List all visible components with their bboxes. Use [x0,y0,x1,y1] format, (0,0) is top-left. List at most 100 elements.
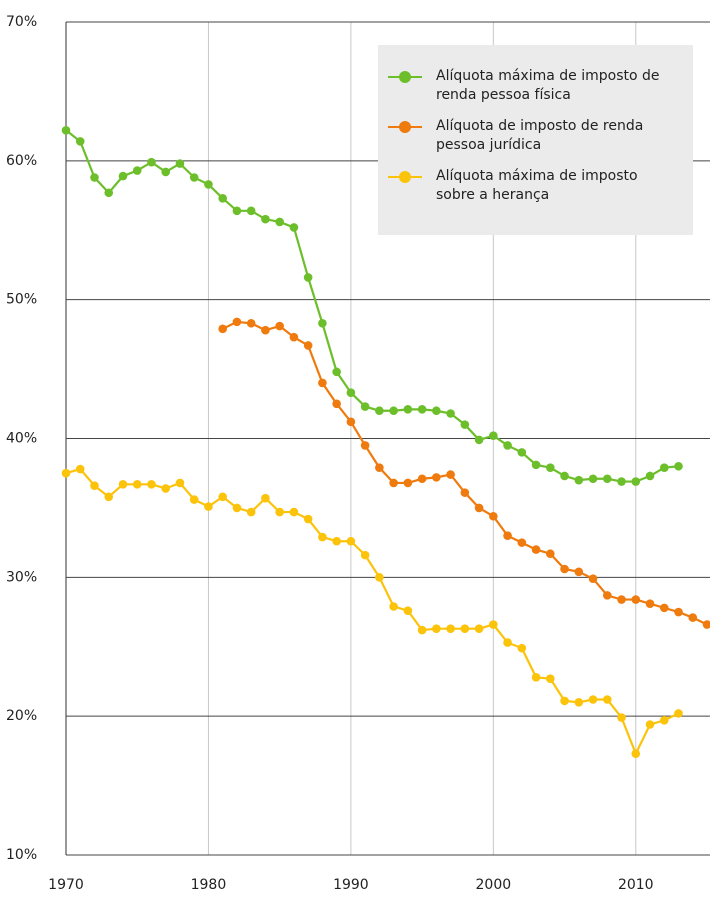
data-point [261,493,270,503]
data-point [474,624,484,634]
data-point [289,332,299,342]
data-point [261,214,270,224]
data-point [104,492,114,502]
legend-label: Alíquota máxima de imposto de renda pess… [436,68,660,103]
x-tick-label: 1990 [333,877,369,893]
data-point [432,473,441,482]
data-point [346,536,356,546]
data-point [645,720,655,729]
data-point [375,406,384,416]
data-point [474,435,484,445]
data-point [147,157,156,167]
data-point [189,495,199,504]
y-tick-label: 50% [6,292,37,308]
legend-entry: Alíquota de imposto de renda pessoa jurí… [388,117,683,155]
legend-label: Alíquota máxima de imposto sobre a heran… [436,168,638,203]
data-point [659,463,669,472]
data-point [489,511,498,521]
data-point [360,550,370,560]
x-tick-label: 2010 [618,877,654,893]
data-point [403,606,413,615]
data-point [503,441,512,450]
data-point [275,507,284,517]
data-point [659,603,669,613]
data-point [303,273,313,282]
data-point [446,624,455,634]
x-tick-label: 2000 [476,877,512,893]
data-point [460,488,470,497]
data-point [175,159,185,168]
data-point [631,749,641,758]
data-point [489,431,498,441]
data-point [645,471,655,481]
legend-entry: Alíquota máxima de imposto de renda pess… [388,67,683,105]
y-tick-label: 40% [6,431,37,447]
data-point [375,463,384,472]
y-tick-label: 70% [6,14,37,30]
data-point [617,477,626,486]
data-point [446,409,455,418]
data-point [318,318,327,328]
data-point [531,545,541,554]
data-point [560,564,569,574]
data-point [318,378,327,388]
data-point [204,180,213,189]
data-point [674,461,683,471]
data-point [531,672,541,682]
data-point [645,599,655,609]
data-point [246,318,256,328]
data-point [118,171,128,181]
data-point [346,417,356,427]
data-point [389,406,398,416]
data-point [702,620,710,629]
data-point [588,695,598,704]
y-tick-label: 20% [6,708,37,724]
data-point [346,388,356,397]
data-point [218,492,227,502]
data-point [403,405,413,414]
data-point [104,188,114,198]
data-point [232,503,242,513]
data-point [560,696,569,706]
data-point [218,324,227,334]
legend-swatch [388,117,422,137]
data-point [417,474,427,484]
data-point [275,217,284,227]
data-point [289,223,299,232]
data-point [303,514,313,524]
data-point [132,480,142,489]
data-point [432,406,441,416]
x-tick-label: 1980 [191,877,227,893]
y-tick-label: 30% [6,569,37,585]
legend-swatch [388,67,422,87]
data-point [332,367,341,377]
data-point [360,441,370,450]
y-tick-label: 60% [6,153,37,169]
data-point [417,625,427,635]
data-point [432,624,441,634]
data-point [289,507,299,517]
data-point [688,613,698,622]
data-point [617,595,626,604]
data-point [674,709,683,718]
data-point [631,477,641,486]
legend-entry: Alíquota máxima de imposto sobre a heran… [388,167,683,205]
data-point [189,173,199,182]
data-point [474,503,484,513]
data-point [75,464,85,474]
data-point [175,478,185,488]
data-point [546,463,555,472]
data-point [460,420,470,429]
data-point [574,697,584,707]
data-point [574,475,584,485]
data-point [389,478,398,488]
data-point [232,317,242,327]
data-point [531,460,541,470]
data-point [204,502,213,511]
data-point [360,402,370,411]
data-point [132,166,142,175]
data-point [446,470,455,479]
data-point [61,125,71,135]
data-point [546,549,555,559]
